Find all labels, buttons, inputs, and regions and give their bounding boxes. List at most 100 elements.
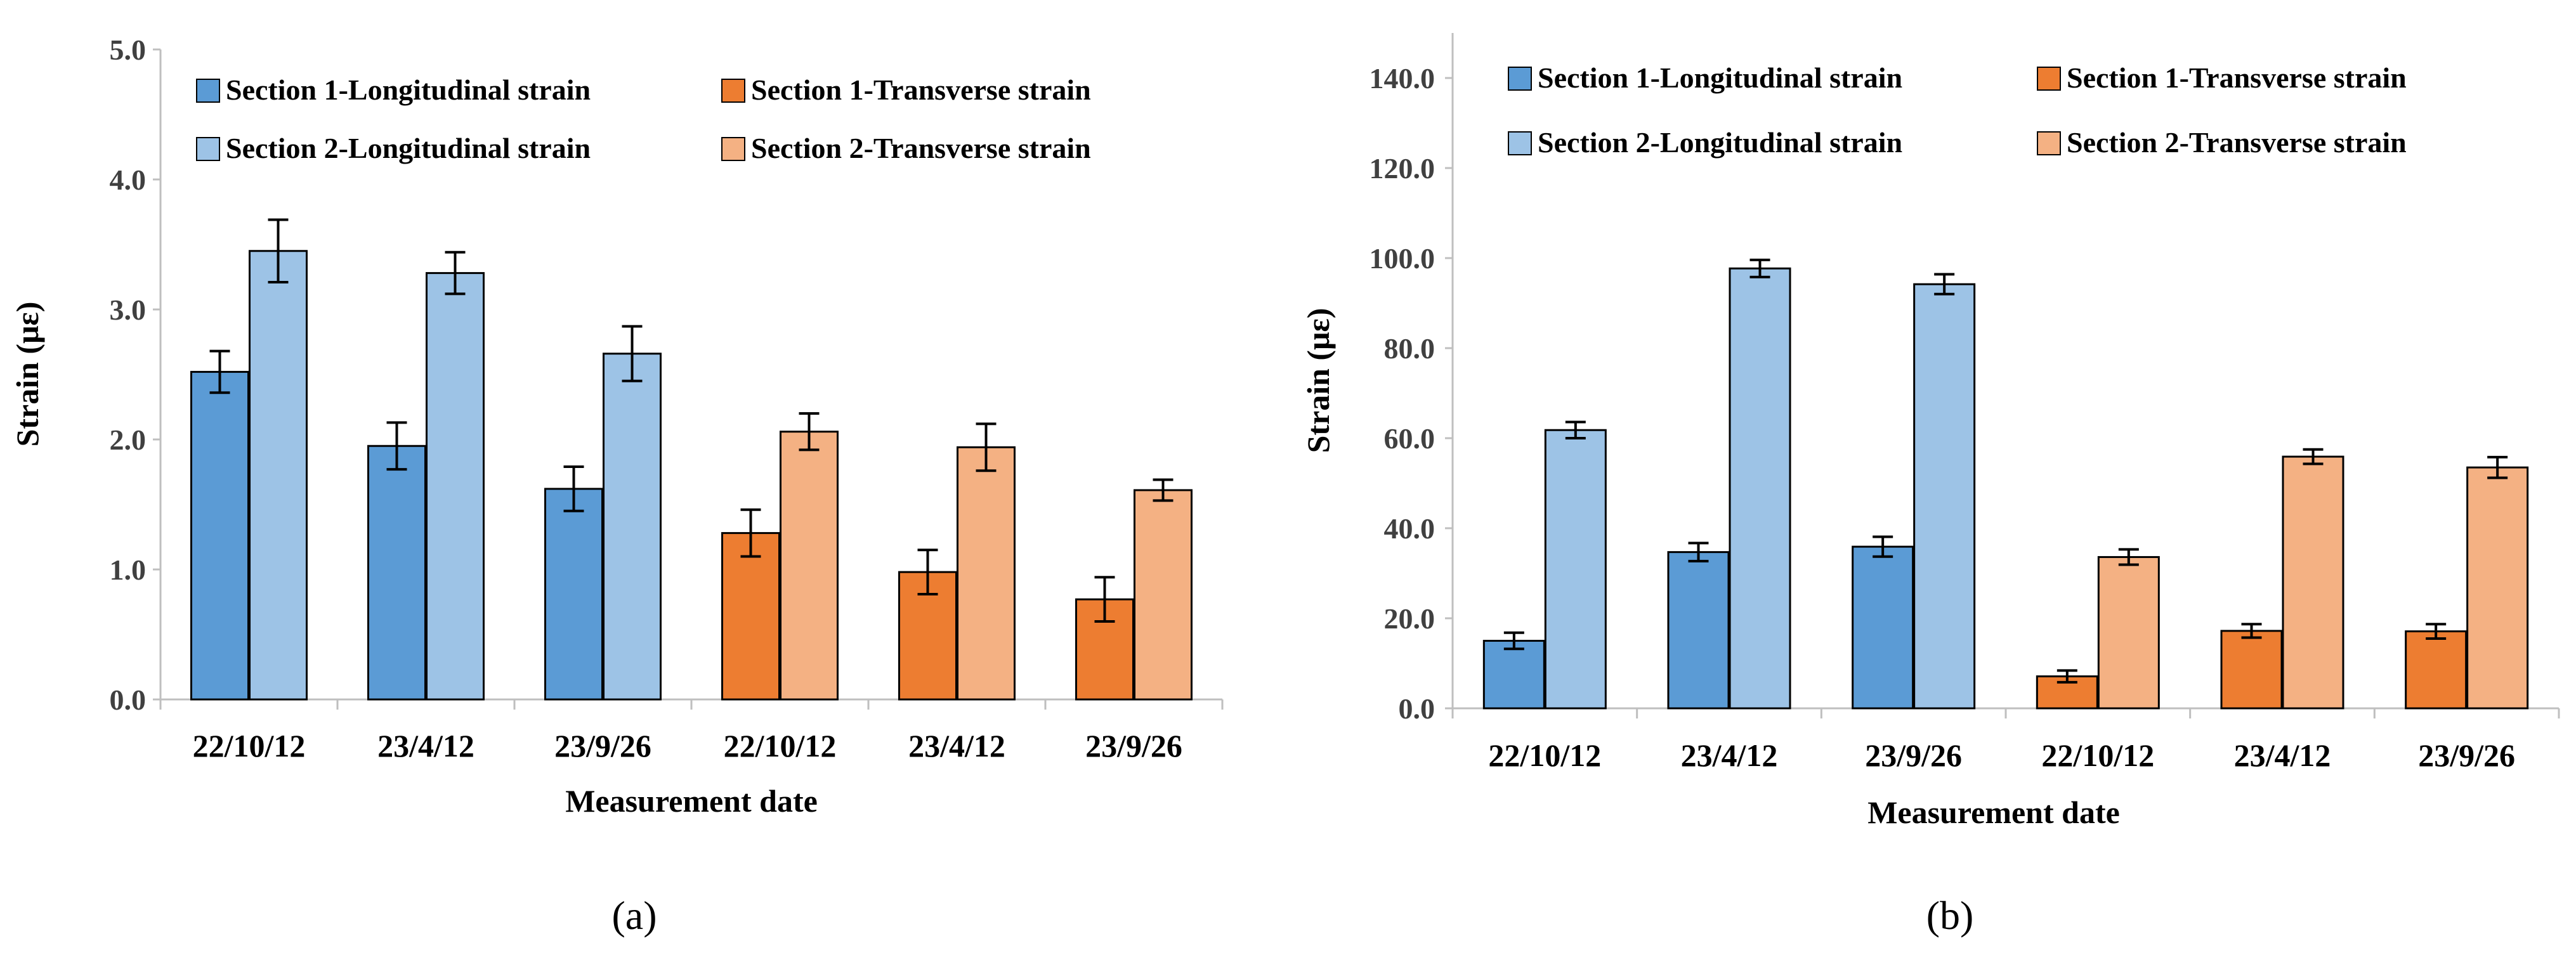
chart-b-legend-label-s2-trans: Section 2-Transverse strain [2067,126,2407,159]
chart-b-legend-swatch-s1-long [1508,67,1532,91]
chart-a-x-category-label: 23/9/26 [554,728,651,763]
chart-b-y-tick-label: 100.0 [1370,242,1435,275]
chart-a-y-ticks: 0.0 1.0 2.0 3.0 4.0 5.0 [110,34,160,716]
chart-a-y-tick-label: 5.0 [110,34,147,66]
chart-b-x-category-label: 22/10/12 [1488,737,1601,773]
chart-a-error-bar [1094,576,1115,623]
chart-b-legend-swatch-s2-long [1508,131,1532,155]
chart-a-x-label: Measurement date [565,783,818,819]
chart-b-y-tick-label: 20.0 [1384,602,1435,635]
chart-a-x-ticks [159,699,1224,710]
chart-a-legend-label-s1-long: Section 1-Longitudinal strain [226,74,591,106]
chart-a-legend-swatch-s2-trans [721,137,745,161]
chart-b-y-tick-label: 0.0 [1399,692,1435,725]
chart-a-legend-label-s2-long: Section 2-Longitudinal strain [226,132,591,164]
chart-b-bars [1482,258,2529,710]
chart-a-error-bar [976,422,997,472]
chart-b-bar-section-2-longitudinal-strain [1544,429,1607,710]
chart-a-error-bar [622,325,643,382]
chart-b-bar-section-2-transverse-strain [2282,455,2344,710]
chart-b-x-ticks [1451,708,2560,718]
chart-b-bar-section-1-longitudinal-strain [1667,551,1730,710]
chart-b-legend: Section 1-Longitudinal strain Section 1-… [1508,62,2407,159]
chart-b-bar-section-2-transverse-strain [2466,466,2529,710]
chart-a-error-bar [917,549,938,595]
chart-a-error-bar [268,218,289,283]
chart-b-error-bar [2056,669,2077,684]
chart-a-bar-section-2-longitudinal-strain [249,250,308,701]
chart-b-bar-section-1-longitudinal-strain [1482,640,1545,710]
chart-b-error-bar [2303,448,2324,465]
chart-a-error-bar [563,465,584,512]
chart-a-bar-section-1-transverse-strain [721,532,780,701]
chart-a-x-category-label: 23/4/12 [377,728,474,763]
chart-a-error-bar [1153,478,1174,502]
chart-b-legend-swatch-s1-trans [2037,67,2061,91]
chart-b-x-categories: 22/10/12 23/4/12 23/9/26 22/10/12 23/4/12 23/… [1488,737,2515,773]
chart-a-x-category-label: 22/10/12 [724,728,837,763]
chart-b-y-tick-label: 40.0 [1384,512,1435,545]
chart-b-error-bar [2118,548,2139,566]
chart-a-bar-section-1-longitudinal-strain [190,370,249,701]
chart-a-legend: Section 1-Longitudinal strain Section 1-… [196,74,1091,164]
chart-a-bar-section-2-transverse-strain [957,446,1016,701]
chart-b-error-bar [1934,273,1955,296]
chart-a-bar-section-2-transverse-strain [780,431,839,701]
chart-b: 0.0 20.0 40.0 60.0 80.0 100.0 120.0 140.0 22/10… [1300,33,2560,938]
chart-b-error-bar [2426,623,2447,640]
chart-a-x-categories: 22/10/12 23/4/12 23/9/26 22/10/12 23/4/12 23/… [193,728,1182,763]
chart-b-x-category-label: 23/4/12 [1681,737,1778,773]
chart-b-x-category-label: 23/4/12 [2234,737,2331,773]
chart-b-error-bar [1503,631,1524,651]
chart-a-y-tick-label: 1.0 [110,554,147,586]
chart-b-y-tick-label: 140.0 [1370,62,1435,94]
chart-a-error-bar [386,421,407,471]
chart-a-x-category-label: 22/10/12 [193,728,306,763]
chart-a-x-category-label: 23/9/26 [1085,728,1182,763]
chart-a-x-category-label: 23/4/12 [908,728,1005,763]
chart-b-x-category-label: 22/10/12 [2041,737,2154,773]
chart-a-bars [190,218,1193,701]
chart-b-x-label: Measurement date [1867,795,2120,830]
chart-a-bar-section-2-transverse-strain [1134,489,1193,701]
chart-b-panel-label: (b) [1926,893,1974,938]
chart-b-error-bar [2487,455,2508,479]
chart-a-legend-swatch-s1-long [196,79,220,103]
chart-b-y-tick-label: 120.0 [1370,152,1435,185]
chart-b-y-ticks: 0.0 20.0 40.0 60.0 80.0 100.0 120.0 140.0 [1370,62,1453,725]
chart-b-legend-swatch-s2-trans [2037,131,2061,155]
chart-a-error-bar [209,349,230,394]
chart-b-x-category-label: 23/9/26 [1865,737,1962,773]
chart-a-y-label: Strain (με) [10,302,45,447]
chart-b-x-category-label: 23/9/26 [2418,737,2515,773]
chart-b-error-bar [1749,258,1770,278]
chart-a-y-tick-label: 2.0 [110,424,147,456]
chart-a-legend-label-s2-trans: Section 2-Transverse strain [751,132,1091,164]
chart-b-bar-section-1-longitudinal-strain [1852,545,1914,710]
chart-a-y-tick-label: 4.0 [110,164,147,196]
chart-b-y-tick-label: 60.0 [1384,422,1435,455]
chart-a: 0.0 1.0 2.0 3.0 4.0 5.0 22/10/12 23/4/12 23/9/2… [10,34,1224,938]
chart-b-legend-label-s1-long: Section 1-Longitudinal strain [1538,62,1902,94]
chart-a-y-tick-label: 0.0 [110,684,147,716]
chart-b-bar-section-1-transverse-strain [2220,630,2283,710]
chart-b-y-label: Strain (με) [1300,308,1336,453]
chart-a-y-tick-label: 3.0 [110,294,147,326]
chart-b-bar-section-2-longitudinal-strain [1913,283,1976,710]
chart-a-legend-label-s1-trans: Section 1-Transverse strain [751,74,1091,106]
chart-b-error-bar [1688,542,1709,562]
chart-a-error-bar [445,250,466,296]
chart-a-error-bar [799,412,820,452]
chart-a-legend-swatch-s1-trans [721,79,745,103]
chart-a-bar-section-2-longitudinal-strain [603,353,662,701]
chart-b-error-bar [2241,623,2262,639]
chart-b-bar-section-2-transverse-strain [2097,555,2160,710]
chart-a-bar-section-1-longitudinal-strain [544,488,603,701]
chart-b-error-bar [1565,420,1586,439]
chart-b-y-tick-label: 80.0 [1384,332,1435,365]
chart-a-error-bar [740,508,761,558]
chart-b-bar-section-2-longitudinal-strain [1729,267,1791,710]
chart-b-bar-section-1-transverse-strain [2405,630,2468,710]
chart-a-bar-section-2-longitudinal-strain [426,272,485,701]
